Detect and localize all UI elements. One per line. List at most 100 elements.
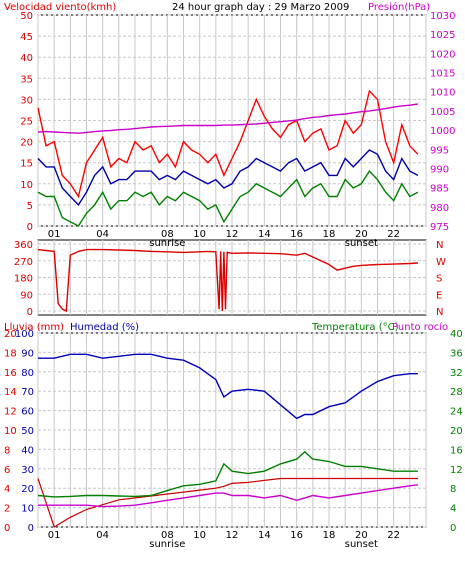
sunset-label: sunset bbox=[345, 238, 378, 249]
direction-y-tick-label: 360 bbox=[14, 240, 33, 251]
pressure-line bbox=[37, 103, 419, 134]
pressure-y-tick-label: 1000 bbox=[430, 126, 455, 137]
x-tick-label: 18 bbox=[323, 530, 336, 541]
pressure-y-tick-label: 980 bbox=[430, 203, 449, 214]
wind-average-line bbox=[37, 149, 419, 207]
x-tick-label: 16 bbox=[290, 229, 303, 240]
wind-y-tick-label: 30 bbox=[20, 95, 33, 106]
x-tick-label: 14 bbox=[258, 229, 271, 240]
x-tick-label: 01 bbox=[48, 530, 61, 541]
x-tick-label: 22 bbox=[387, 530, 400, 541]
x-tick-label: 18 bbox=[323, 229, 336, 240]
x-tick-label: 01 bbox=[48, 229, 61, 240]
temperature-y-tick-label: 4 bbox=[450, 504, 456, 515]
humidity-y-tick-label: 30 bbox=[21, 465, 34, 476]
rain-y-tick-label: 14 bbox=[4, 387, 17, 398]
humidity-y-tick-label: 100 bbox=[15, 329, 34, 340]
direction-y-tick-label: 180 bbox=[14, 274, 33, 285]
humidity-y-tick-label: 0 bbox=[28, 523, 34, 534]
x-tick-label: 04 bbox=[96, 530, 109, 541]
sunrise-label: sunrise bbox=[149, 539, 185, 550]
humidity-y-tick-label: 80 bbox=[21, 368, 34, 379]
temperature-axis-label: Temperatura (°C) bbox=[311, 322, 399, 333]
humidity-y-tick-label: 70 bbox=[21, 387, 34, 398]
dewpoint-line bbox=[38, 484, 418, 508]
pressure-y-tick-label: 1005 bbox=[430, 107, 455, 118]
wind-y-tick-label: 50 bbox=[20, 11, 33, 22]
compass-label: W bbox=[436, 257, 446, 268]
wind-y-tick-label: 0 bbox=[27, 222, 33, 233]
compass-label: E bbox=[436, 290, 442, 301]
temperature-y-tick-label: 0 bbox=[450, 523, 456, 534]
pressure-y-tick-label: 1020 bbox=[430, 49, 455, 60]
temperature-y-tick-label: 40 bbox=[450, 329, 463, 340]
humidity-y-tick-label: 20 bbox=[21, 484, 34, 495]
x-tick-label: 08 bbox=[161, 229, 174, 240]
direction-y-tick-label: 270 bbox=[14, 257, 33, 268]
pressure-y-tick-label: 1015 bbox=[430, 69, 455, 80]
humidity-y-tick-label: 90 bbox=[21, 348, 34, 359]
x-tick-label: 12 bbox=[226, 229, 239, 240]
x-tick-label: 16 bbox=[290, 530, 303, 541]
wind-y-tick-label: 15 bbox=[20, 159, 33, 170]
direction-y-tick-label: 90 bbox=[20, 290, 33, 301]
rain-y-tick-label: 6 bbox=[4, 465, 10, 476]
wind-y-tick-label: 25 bbox=[20, 117, 33, 128]
x-tick-label: 14 bbox=[258, 530, 271, 541]
x-tick-label: 04 bbox=[96, 229, 109, 240]
wind-speed-axis-label: Velocidad viento(kmh) bbox=[4, 2, 116, 13]
x-tick-label: 10 bbox=[193, 530, 206, 541]
x-tick-label: 20 bbox=[355, 530, 368, 541]
rain-y-tick-label: 16 bbox=[4, 368, 17, 379]
humidity-y-tick-label: 60 bbox=[21, 407, 34, 418]
pressure-y-tick-label: 975 bbox=[430, 222, 449, 233]
wind-direction-line bbox=[37, 248, 418, 313]
temperature-y-tick-label: 28 bbox=[450, 387, 463, 398]
wind-min-line bbox=[37, 169, 419, 227]
wind-y-tick-label: 10 bbox=[20, 180, 33, 191]
wind-y-tick-label: 5 bbox=[27, 201, 33, 212]
series-lines bbox=[37, 89, 419, 528]
x-tick-label: 08 bbox=[161, 530, 174, 541]
rain-line bbox=[37, 477, 418, 528]
temperature-y-tick-label: 12 bbox=[450, 465, 463, 476]
x-tick-label: 10 bbox=[193, 229, 206, 240]
rain-y-tick-label: 18 bbox=[4, 348, 17, 359]
pressure-y-tick-label: 985 bbox=[430, 184, 449, 195]
pressure-y-tick-label: 1030 bbox=[430, 11, 455, 22]
wind-y-tick-label: 40 bbox=[20, 53, 33, 64]
sunrise-label: sunrise bbox=[149, 238, 185, 249]
x-tick-label: 20 bbox=[355, 229, 368, 240]
rain-y-tick-label: 4 bbox=[4, 484, 10, 495]
rain-y-tick-label: 12 bbox=[4, 407, 17, 418]
chart-title: 24 hour graph day : 29 Marzo 2009 bbox=[172, 2, 349, 13]
wind-y-tick-label: 35 bbox=[20, 74, 33, 85]
wind-gust-line bbox=[37, 89, 419, 199]
pressure-y-tick-label: 990 bbox=[430, 164, 449, 175]
rain-y-tick-label: 8 bbox=[4, 445, 10, 456]
temperature-line bbox=[37, 450, 418, 498]
direction-y-tick-label: 0 bbox=[27, 307, 33, 318]
rain-y-tick-label: 0 bbox=[4, 523, 10, 534]
humidity-axis-label: Humedad (%) bbox=[70, 322, 139, 333]
humidity-y-tick-label: 10 bbox=[21, 504, 34, 515]
rain-y-tick-label: 2 bbox=[4, 504, 10, 515]
x-tick-label: 12 bbox=[226, 530, 239, 541]
temperature-y-tick-label: 16 bbox=[450, 445, 463, 456]
temperature-y-tick-label: 36 bbox=[450, 348, 463, 359]
compass-label: S bbox=[436, 274, 442, 285]
compass-label: N bbox=[436, 307, 443, 318]
pressure-y-tick-label: 1025 bbox=[430, 30, 455, 41]
humidity-y-tick-label: 40 bbox=[21, 445, 34, 456]
wind-y-tick-label: 45 bbox=[20, 32, 33, 43]
rain-y-tick-label: 20 bbox=[4, 329, 17, 340]
temperature-y-tick-label: 24 bbox=[450, 407, 463, 418]
humidity-y-tick-label: 50 bbox=[21, 426, 34, 437]
temperature-y-tick-label: 8 bbox=[450, 484, 456, 495]
temperature-y-tick-label: 20 bbox=[450, 426, 463, 437]
wind-y-tick-label: 20 bbox=[20, 138, 33, 149]
temperature-y-tick-label: 32 bbox=[450, 368, 463, 379]
rain-axis-label: Lluvia (mm) bbox=[4, 322, 64, 333]
